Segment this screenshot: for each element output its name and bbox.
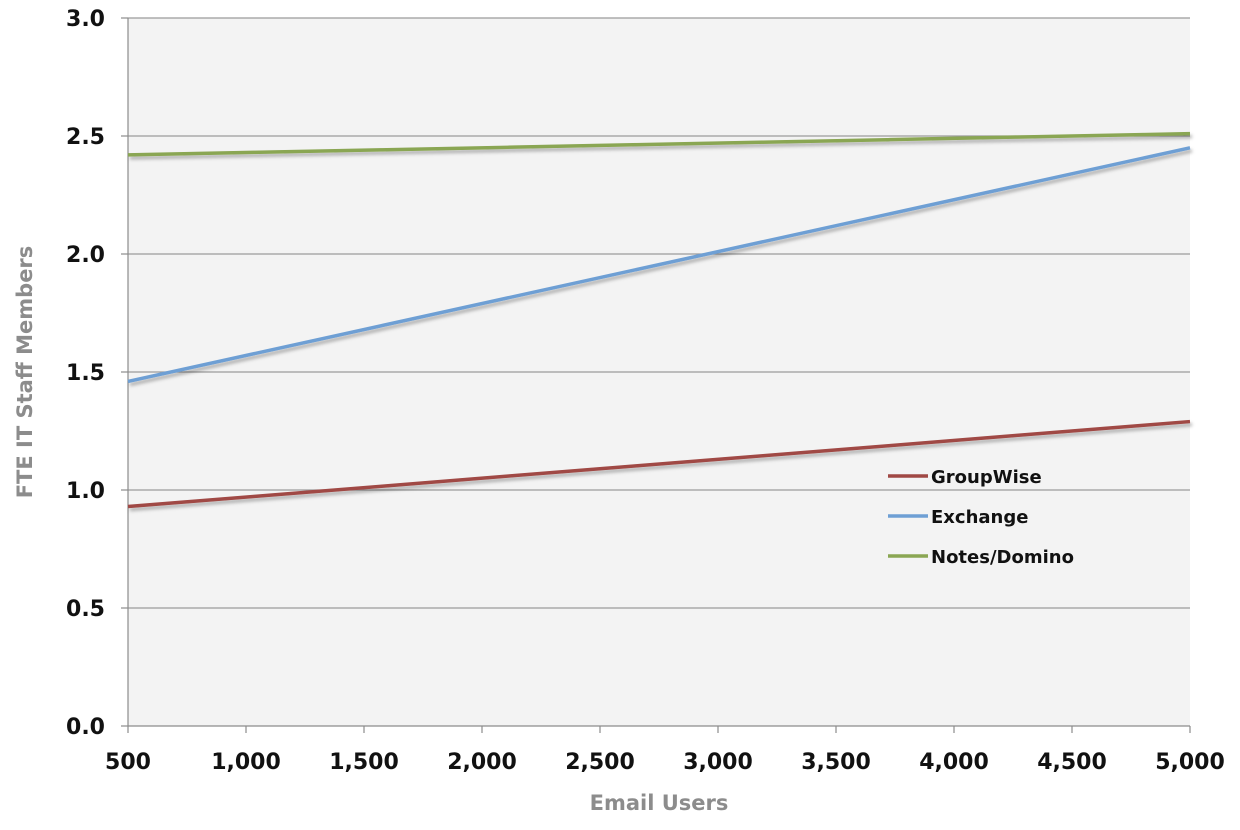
- x-tick-label: 4,500: [1037, 750, 1107, 775]
- x-tick-label: 3,000: [683, 750, 753, 775]
- series-line-exchange: [127, 146, 1191, 384]
- x-tick-label: 2,000: [447, 750, 517, 775]
- y-tick-label: 2.5: [66, 125, 105, 150]
- y-tick-label: 3.0: [66, 7, 105, 32]
- y-tick-label: 0.5: [66, 597, 105, 622]
- y-tick-label: 0.0: [66, 715, 105, 740]
- legend: GroupWise Exchange Notes/Domino: [888, 467, 1074, 568]
- y-tick-label: 1.5: [66, 361, 105, 386]
- series-line-groupwise: [127, 419, 1191, 509]
- tick-labels: 0.0 0.5 1.0 1.5 2.0 2.5 3.0 500 1,000 1,500 2,000 2…: [66, 7, 1225, 775]
- gridlines: [128, 17, 1190, 609]
- legend-label-notes-domino: Notes/Domino: [931, 547, 1074, 568]
- series-lines: [127, 131, 1191, 509]
- x-tick-label: 5,000: [1155, 750, 1225, 775]
- y-axis-title: FTE IT Staff Members: [13, 246, 37, 499]
- legend-label-groupwise: GroupWise: [931, 467, 1042, 488]
- x-tick-label: 1,500: [329, 750, 399, 775]
- y-tick-label: 1.0: [66, 479, 105, 504]
- x-tick-label: 4,000: [919, 750, 989, 775]
- x-tick-label: 2,500: [565, 750, 635, 775]
- x-tick-label: 3,500: [801, 750, 871, 775]
- x-axis-title: Email Users: [590, 791, 729, 815]
- series-line-notes-domino: [127, 131, 1191, 157]
- axes: [121, 17, 1191, 733]
- legend-label-exchange: Exchange: [931, 507, 1028, 528]
- y-tick-label: 2.0: [66, 243, 105, 268]
- x-tick-label: 1,000: [211, 750, 281, 775]
- x-tick-label: 500: [105, 750, 151, 775]
